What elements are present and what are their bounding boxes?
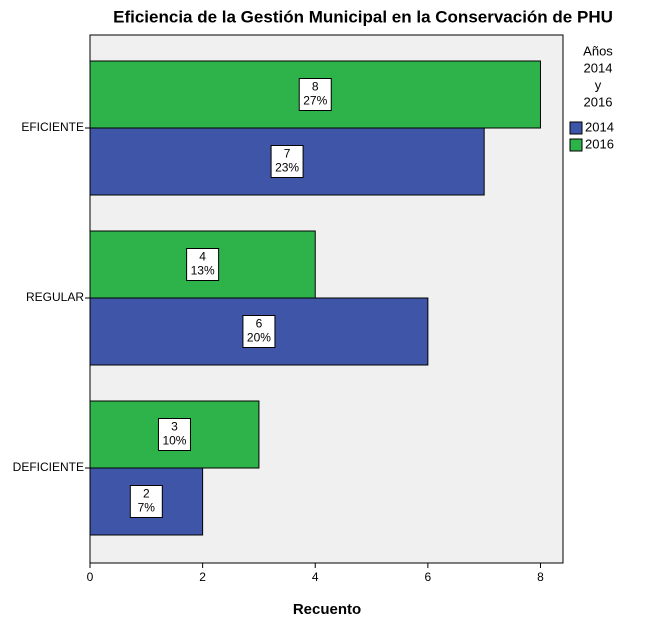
label-box (298, 78, 332, 111)
x-tick-label: 8 (537, 570, 544, 584)
x-tick-label: 0 (87, 570, 94, 584)
legend-label: 2016 (585, 136, 614, 151)
y-tick-label: DEFICIENTE (13, 460, 84, 474)
data-label: 4 (199, 250, 206, 264)
y-tick-label: EFICIENTE (21, 120, 84, 134)
legend-swatch (569, 121, 583, 135)
percent-label: 20% (247, 331, 271, 345)
percent-label: 27% (303, 94, 327, 108)
x-tick-label: 4 (312, 570, 319, 584)
label-box (186, 248, 220, 281)
percent-label: 13% (191, 264, 215, 278)
data-label: 2 (143, 487, 150, 501)
chart-title: Eficiencia de la Gestión Municipal en la… (113, 7, 613, 26)
label-box (157, 418, 191, 451)
legend-label: 2014 (585, 119, 614, 134)
percent-label: 10% (162, 434, 186, 448)
legend-swatch (569, 138, 583, 152)
data-label: 7 (284, 147, 291, 161)
legend-title: y (595, 77, 602, 92)
legend-title: 2016 (584, 94, 613, 109)
legend-title: 2014 (584, 60, 613, 75)
x-axis-title: Recuento (293, 601, 361, 618)
percent-label: 23% (275, 161, 299, 175)
x-tick-label: 6 (425, 570, 432, 584)
label-box (242, 315, 276, 348)
legend-title: Años (583, 43, 613, 58)
percent-label: 7% (138, 501, 156, 515)
label-box (129, 485, 163, 518)
x-tick-label: 2 (199, 570, 206, 584)
data-label: 8 (312, 80, 319, 94)
y-tick-label: REGULAR (26, 290, 84, 304)
data-label: 6 (256, 317, 263, 331)
label-box (270, 145, 304, 178)
data-label: 3 (171, 420, 178, 434)
